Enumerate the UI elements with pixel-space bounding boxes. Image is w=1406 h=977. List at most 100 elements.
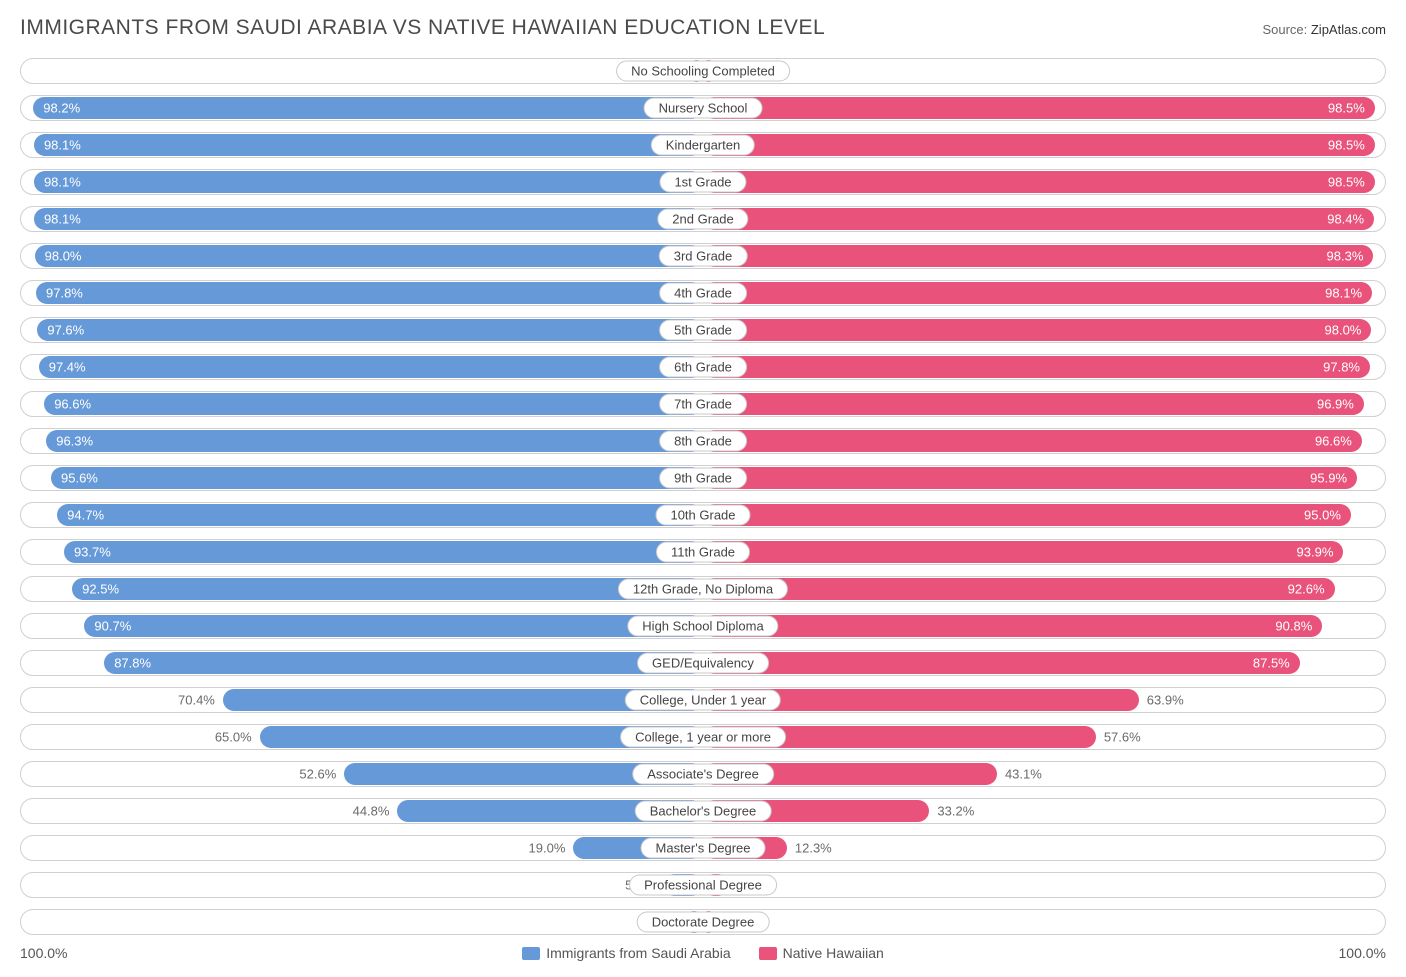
value-right: 43.1% (1005, 767, 1042, 782)
value-right: 98.0% (1325, 323, 1362, 338)
row-half-left: 97.6% (21, 318, 703, 342)
row-half-right: 98.5% (703, 133, 1385, 157)
row-half-right: 98.5% (703, 170, 1385, 194)
value-right: 98.3% (1327, 249, 1364, 264)
row-half-right: 98.3% (703, 244, 1385, 268)
category-label: 7th Grade (659, 394, 747, 415)
category-label: 9th Grade (659, 468, 747, 489)
bar-right (703, 171, 1375, 193)
chart-source: Source: ZipAtlas.com (1262, 22, 1386, 37)
row-half-right: 33.2% (703, 799, 1385, 823)
row-half-right: 87.5% (703, 651, 1385, 675)
chart-row: 94.7%95.0%10th Grade (20, 502, 1386, 528)
legend-label-left: Immigrants from Saudi Arabia (546, 945, 730, 961)
bar-right (703, 467, 1357, 489)
bar-right (703, 541, 1343, 563)
legend-swatch-right (759, 947, 777, 960)
chart-row: 44.8% 33.2%Bachelor's Degree (20, 798, 1386, 824)
row-half-left: 87.8% (21, 651, 703, 675)
row-half-left: 93.7% (21, 540, 703, 564)
category-label: 5th Grade (659, 320, 747, 341)
chart-row: 70.4%63.9%College, Under 1 year (20, 687, 1386, 713)
bar-left (44, 393, 703, 415)
row-half-right: 97.8% (703, 355, 1385, 379)
bar-right (703, 319, 1371, 341)
bar-right (703, 504, 1351, 526)
category-label: No Schooling Completed (616, 61, 790, 82)
row-half-right: 93.9% (703, 540, 1385, 564)
category-label: Master's Degree (641, 838, 766, 859)
row-half-right: 95.0% (703, 503, 1385, 527)
bar-right (703, 615, 1322, 637)
value-right: 93.9% (1297, 545, 1334, 560)
value-left: 95.6% (61, 471, 98, 486)
chart-title: IMMIGRANTS FROM SAUDI ARABIA VS NATIVE H… (20, 16, 825, 40)
chart-row: 98.1%98.4%2nd Grade (20, 206, 1386, 232)
row-half-left: 95.6% (21, 466, 703, 490)
category-label: 4th Grade (659, 283, 747, 304)
category-label: Kindergarten (651, 135, 755, 156)
category-label: Bachelor's Degree (635, 801, 772, 822)
category-label: GED/Equivalency (637, 653, 769, 674)
value-left: 96.6% (54, 397, 91, 412)
axis-max-right: 100.0% (1339, 945, 1386, 961)
value-left: 87.8% (114, 656, 151, 671)
chart-row: 65.0%57.6%College, 1 year or more (20, 724, 1386, 750)
category-label: 8th Grade (659, 431, 747, 452)
chart-row: 98.2%98.5%Nursery School (20, 95, 1386, 121)
bar-right (703, 134, 1375, 156)
row-half-left: 98.1% (21, 207, 703, 231)
bar-right (703, 652, 1300, 674)
bar-left (51, 467, 703, 489)
chart-header: IMMIGRANTS FROM SAUDI ARABIA VS NATIVE H… (20, 16, 1386, 40)
value-right: 96.9% (1317, 397, 1354, 412)
chart-row: 96.3%96.6%8th Grade (20, 428, 1386, 454)
row-half-right: 98.0% (703, 318, 1385, 342)
row-half-left: 98.2% (21, 96, 703, 120)
row-half-left: 97.8% (21, 281, 703, 305)
value-right: 98.5% (1328, 138, 1365, 153)
value-left: 97.6% (47, 323, 84, 338)
chart-row: 93.7%93.9%11th Grade (20, 539, 1386, 565)
category-label: College, 1 year or more (620, 727, 786, 748)
row-half-left: 94.7% (21, 503, 703, 527)
row-half-right: 95.9% (703, 466, 1385, 490)
row-half-right: 57.6% (703, 725, 1385, 749)
row-half-left: 1.9% (21, 59, 703, 83)
value-left: 97.8% (46, 286, 83, 301)
chart-row: 96.6% 96.9% 7th Grade (20, 391, 1386, 417)
bar-right (703, 282, 1372, 304)
category-label: Professional Degree (629, 875, 777, 896)
bar-right (703, 430, 1362, 452)
category-label: College, Under 1 year (625, 690, 781, 711)
value-right: 87.5% (1253, 656, 1290, 671)
value-left: 98.0% (45, 249, 82, 264)
bar-left (36, 282, 703, 304)
bar-right (703, 208, 1374, 230)
bar-left (35, 245, 703, 267)
row-half-left: 44.8% (21, 799, 703, 823)
chart-row: 19.0%12.3%Master's Degree (20, 835, 1386, 861)
category-label: Nursery School (644, 98, 763, 119)
row-half-right: 1.6% (703, 59, 1385, 83)
bar-right (703, 356, 1370, 378)
bar-right (703, 97, 1375, 119)
row-half-left: 98.0% (21, 244, 703, 268)
source-prefix: Source: (1262, 22, 1310, 37)
row-half-right: 3.8% (703, 873, 1385, 897)
value-left: 98.1% (44, 138, 81, 153)
value-right: 12.3% (795, 841, 832, 856)
row-half-right: 98.4% (703, 207, 1385, 231)
chart-row: 2.7%1.6%Doctorate Degree (20, 909, 1386, 935)
value-left: 96.3% (56, 434, 93, 449)
row-half-left: 96.6% (21, 392, 703, 416)
value-right: 98.5% (1328, 175, 1365, 190)
category-label: 6th Grade (659, 357, 747, 378)
category-label: 10th Grade (655, 505, 750, 526)
row-half-right: 98.5% (703, 96, 1385, 120)
chart-row: 52.6%43.1%Associate's Degree (20, 761, 1386, 787)
value-left: 44.8% (353, 804, 390, 819)
legend-label-right: Native Hawaiian (783, 945, 884, 961)
category-label: 1st Grade (659, 172, 746, 193)
value-right: 95.9% (1310, 471, 1347, 486)
